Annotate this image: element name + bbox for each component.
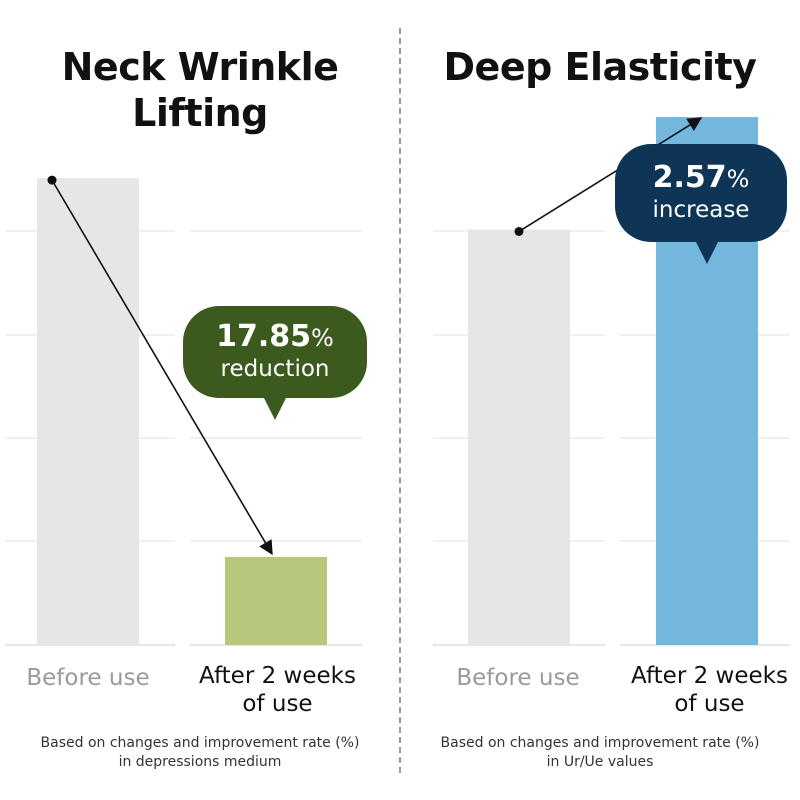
- change-arrow: [518, 117, 703, 233]
- title-line: Lifting: [132, 91, 268, 135]
- annotation-unit: %: [726, 165, 750, 193]
- chart-title: Neck Wrinkle Lifting: [0, 44, 400, 136]
- arrow-start-dot: [47, 175, 57, 185]
- bar-chart-deep-elasticity: [433, 117, 790, 646]
- footnote: Based on changes and improvement rate (%…: [440, 735, 760, 770]
- bar-after-2-weeks: [225, 556, 327, 645]
- chart-title: Deep Elasticity: [400, 44, 800, 90]
- panel-deep-elasticity: Deep Elasticity Before use After 2 weeks…: [400, 0, 800, 800]
- dashed-divider: [399, 28, 401, 773]
- change-arrow: [51, 179, 273, 556]
- annotation-bubble: 17.85% reduction: [183, 306, 367, 420]
- annotation-label: increase: [652, 197, 750, 223]
- footnote: Based on changes and improvement rate (%…: [40, 735, 360, 770]
- title-line: Deep Elasticity: [443, 45, 757, 89]
- title-line: Neck Wrinkle: [61, 45, 339, 89]
- bar-chart-neck-wrinkle: [5, 175, 362, 646]
- panel-neck-wrinkle: Neck Wrinkle Lifting Before use After 2 …: [0, 44, 400, 770]
- bar-before-use: [37, 178, 139, 645]
- arrow-start-dot: [514, 226, 524, 236]
- annotation-unit: %: [311, 324, 334, 352]
- tick-label-before: Before use: [456, 665, 580, 691]
- tick-label-after: After 2 weeks of use: [199, 663, 356, 717]
- tick-label-after: After 2 weeks of use: [631, 663, 788, 717]
- annotation-value: 17.85: [216, 319, 312, 354]
- bar-before-use: [468, 229, 570, 646]
- annotation-bubble: 2.57% increase: [615, 144, 787, 264]
- annotation-value: 2.57: [652, 160, 727, 195]
- tick-label-before: Before use: [26, 665, 150, 691]
- annotation-label: reduction: [220, 356, 330, 382]
